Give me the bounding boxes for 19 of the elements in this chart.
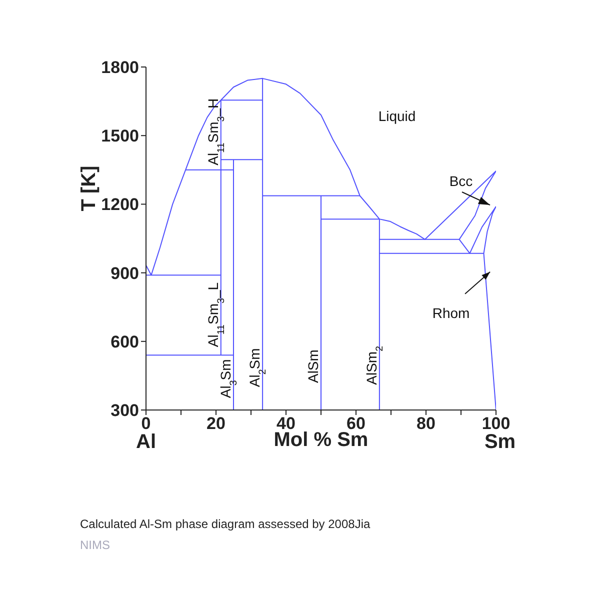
text: Sm — [484, 431, 516, 453]
annotation: Bcc — [449, 173, 473, 189]
annotation: AlSm — [305, 350, 321, 384]
y-axis-title: T [K] — [78, 166, 100, 212]
y-tick-label: 1200 — [101, 195, 139, 214]
x-tick-label: 0 — [141, 414, 151, 434]
x-tick-label: 20 — [206, 414, 226, 434]
y-tick-label: 900 — [110, 264, 139, 283]
y-tick-label: 300 — [110, 401, 139, 420]
text: NIMS — [80, 538, 110, 552]
x-tick-label: 80 — [416, 414, 436, 434]
annotation: Rhom — [432, 304, 470, 321]
annotation: Liquid — [378, 108, 416, 124]
text: Calculated Al-Sm phase diagram assessed by 2008Jia — [80, 517, 370, 531]
x-tick-label: 100 — [482, 414, 510, 434]
y-tick-label: 1800 — [101, 58, 139, 78]
y-tick-label: 1500 — [101, 126, 139, 146]
y-tick-label: 600 — [110, 332, 139, 352]
text: Al — [136, 431, 156, 453]
